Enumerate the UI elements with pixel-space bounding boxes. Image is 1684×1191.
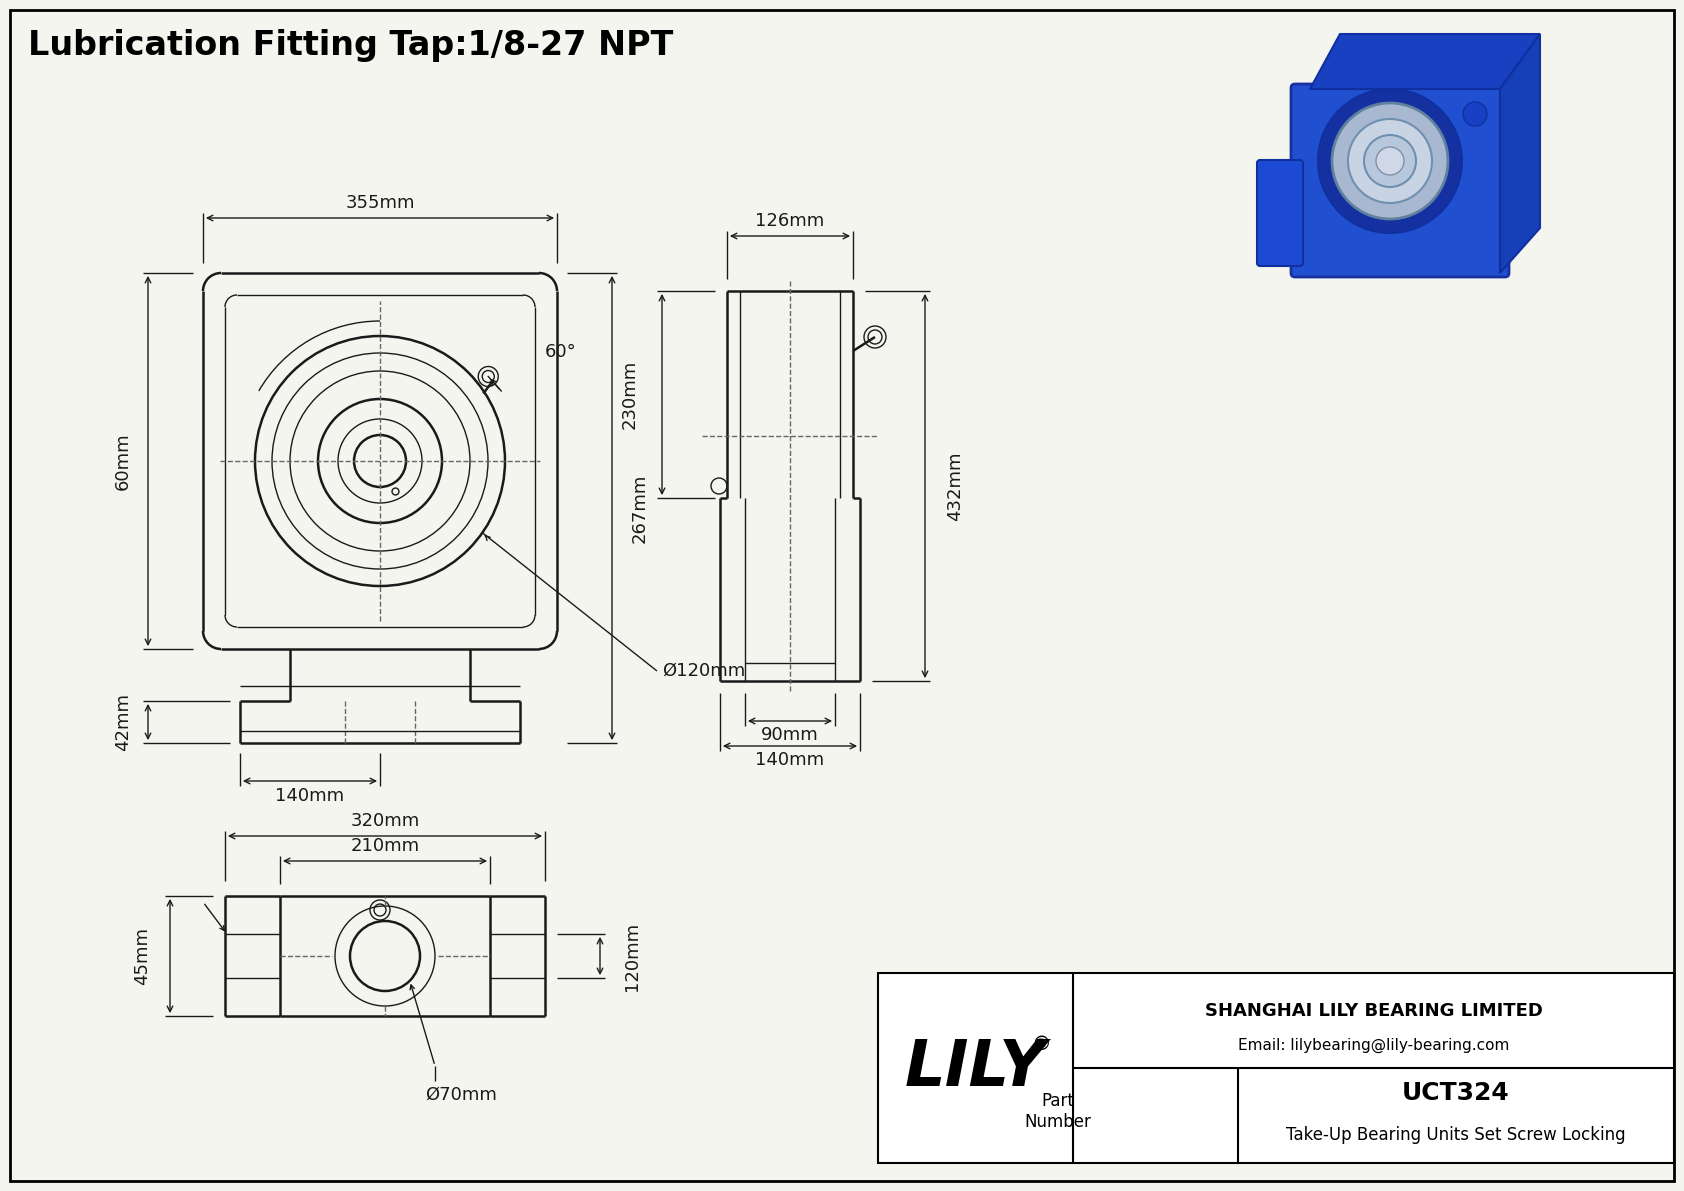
Text: Take-Up Bearing Units Set Screw Locking: Take-Up Bearing Units Set Screw Locking [1287, 1125, 1625, 1143]
Text: 140mm: 140mm [276, 787, 345, 805]
Text: 210mm: 210mm [350, 837, 419, 855]
FancyBboxPatch shape [1292, 85, 1509, 278]
Text: SHANGHAI LILY BEARING LIMITED: SHANGHAI LILY BEARING LIMITED [1204, 1002, 1543, 1019]
Bar [877, 973, 1674, 1162]
Circle shape [1364, 135, 1416, 187]
Circle shape [1376, 146, 1404, 175]
Text: 120mm: 120mm [623, 922, 642, 991]
Polygon shape [1500, 35, 1539, 273]
Circle shape [1347, 119, 1431, 202]
Text: Email: lilybearing@lily-bearing.com: Email: lilybearing@lily-bearing.com [1238, 1037, 1509, 1053]
FancyBboxPatch shape [1256, 160, 1303, 266]
Circle shape [1332, 102, 1448, 219]
Text: Ø120mm: Ø120mm [662, 662, 746, 680]
Text: LILY: LILY [904, 1037, 1046, 1099]
Text: 432mm: 432mm [946, 451, 963, 520]
Text: 42mm: 42mm [115, 693, 131, 752]
Circle shape [1463, 102, 1487, 126]
Text: Lubrication Fitting Tap:1/8-27 NPT: Lubrication Fitting Tap:1/8-27 NPT [29, 29, 674, 62]
Text: 90mm: 90mm [761, 727, 818, 744]
Text: 60°: 60° [546, 343, 576, 361]
Text: 320mm: 320mm [350, 812, 419, 830]
Circle shape [1319, 89, 1462, 233]
Polygon shape [1310, 35, 1539, 89]
Text: Part
Number: Part Number [1024, 1092, 1091, 1131]
Text: 45mm: 45mm [133, 927, 152, 985]
Text: UCT324: UCT324 [1403, 1080, 1511, 1105]
Text: 126mm: 126mm [756, 212, 825, 230]
Text: 355mm: 355mm [345, 194, 414, 212]
Text: ®: ® [1031, 1035, 1051, 1054]
Text: Ø70mm: Ø70mm [424, 1086, 497, 1104]
Text: 140mm: 140mm [756, 752, 825, 769]
Text: 267mm: 267mm [632, 473, 648, 543]
Text: 60mm: 60mm [115, 432, 131, 490]
Text: 230mm: 230mm [621, 360, 638, 429]
